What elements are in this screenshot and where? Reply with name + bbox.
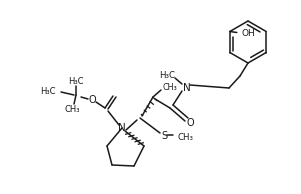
Text: H₃C: H₃C	[159, 70, 175, 80]
Text: OH: OH	[242, 29, 256, 38]
Text: S: S	[161, 131, 167, 141]
Text: CH₃: CH₃	[64, 105, 80, 113]
Text: CH₃: CH₃	[178, 133, 194, 141]
Text: O: O	[88, 95, 96, 105]
Text: CH₃: CH₃	[163, 83, 178, 93]
Text: H₃C: H₃C	[41, 87, 56, 96]
Text: N: N	[183, 83, 191, 93]
Text: O: O	[186, 118, 194, 128]
Text: H₃C: H₃C	[68, 76, 84, 86]
Text: N: N	[118, 123, 126, 133]
